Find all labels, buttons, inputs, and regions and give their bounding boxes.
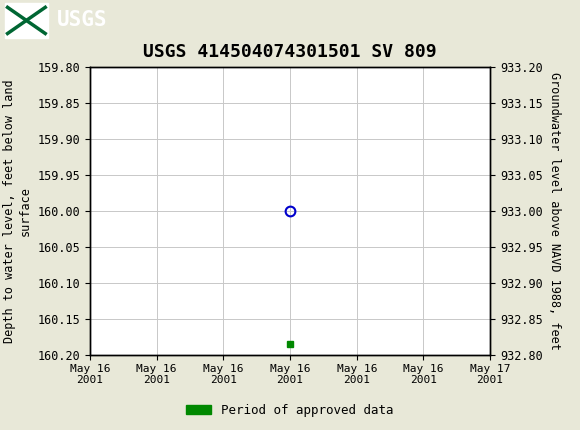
- Y-axis label: Groundwater level above NAVD 1988, feet: Groundwater level above NAVD 1988, feet: [548, 72, 561, 350]
- Y-axis label: Depth to water level, feet below land
surface: Depth to water level, feet below land su…: [3, 79, 32, 343]
- Text: USGS: USGS: [57, 10, 107, 31]
- Title: USGS 414504074301501 SV 809: USGS 414504074301501 SV 809: [143, 43, 437, 61]
- Bar: [5, 3, 48, 37]
- Legend: Period of approved data: Period of approved data: [181, 399, 399, 421]
